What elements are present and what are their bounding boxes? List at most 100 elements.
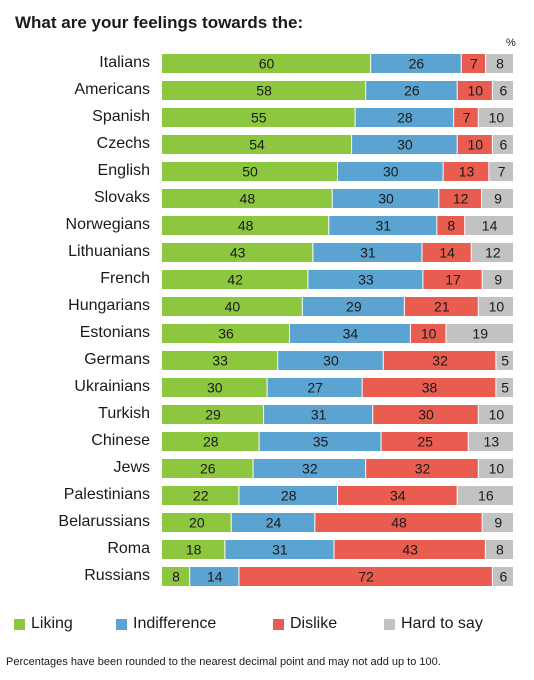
data-label: 19 [472,326,488,342]
data-label: 48 [238,218,254,234]
bar-segment-dislike [334,540,485,559]
bar-segment-dislike [239,567,492,586]
data-label: 33 [212,353,228,369]
data-label: 58 [256,83,272,99]
category-label: French [100,270,150,287]
bar-segment-indifference [267,378,362,397]
data-label: 26 [404,83,420,99]
category-label: Ukrainians [74,378,150,395]
data-label: 14 [207,569,223,585]
data-label: 27 [307,380,323,396]
data-label: 13 [484,434,500,450]
bar-segment-indifference [302,297,404,316]
data-label: 5 [501,353,509,369]
legend-label-indifference: Indifference [133,615,217,632]
bar-segment-dislike [457,135,492,154]
bar-segment-hard-to-say [465,216,513,235]
data-label: 25 [417,434,433,450]
data-label: 28 [281,488,297,504]
category-label: Spanish [92,108,150,125]
data-label: 18 [186,542,202,558]
bar-segment-dislike [457,81,492,100]
legend-swatch-liking [14,618,25,630]
category-label: Norwegians [65,216,150,233]
bar-segment-indifference [290,324,410,343]
bar-segment-dislike [461,54,486,73]
bar-segment-liking [162,81,366,100]
bar-segment-hard-to-say [482,270,513,289]
data-label: 28 [203,434,219,450]
data-label: 9 [494,515,502,531]
data-label: 34 [343,326,359,342]
data-label: 43 [230,245,246,261]
data-label: 32 [415,461,431,477]
bar-segment-dislike [383,351,496,370]
bar-segment-indifference [278,351,383,370]
bar-segment-indifference [338,162,443,181]
bar-segment-liking [162,270,308,289]
data-label: 13 [459,164,475,180]
bar-segment-liking [162,405,264,424]
data-label: 31 [360,245,376,261]
data-label: 9 [494,272,502,288]
category-label: Belarussians [58,513,150,530]
data-label: 8 [172,569,180,585]
bar-segment-dislike [454,108,478,127]
bar-segment-indifference [366,81,457,100]
bar-segment-liking [162,216,329,235]
bar-segment-liking [162,567,190,586]
category-label: Lithuanians [68,243,150,260]
category-label: Roma [107,540,150,557]
bar-segment-indifference [308,270,423,289]
data-label: 60 [259,56,275,72]
data-label: 8 [496,56,504,72]
data-label: 30 [383,164,399,180]
data-label: 26 [409,56,425,72]
data-label: 32 [302,461,318,477]
bar-segment-hard-to-say [492,81,513,100]
bar-segment-indifference [264,405,373,424]
bar-segment-dislike [437,216,465,235]
bar-segment-hard-to-say [471,243,513,262]
data-label: 42 [227,272,243,288]
category-label: Turkish [98,405,150,422]
bar-segment-indifference [371,54,461,73]
category-label: Russians [84,567,150,584]
legend-item-liking: Liking [14,615,73,633]
data-label: 31 [376,218,392,234]
data-label: 48 [240,191,256,207]
data-label: 5 [501,380,509,396]
data-label: 7 [470,56,478,72]
bar-segment-liking [162,189,332,208]
bar-segment-liking [162,378,267,397]
data-label: 28 [397,110,413,126]
data-label: 30 [397,137,413,153]
data-label: 16 [478,488,494,504]
bar-segment-dislike [315,513,482,532]
data-label: 10 [489,407,505,423]
data-label: 43 [402,542,418,558]
bar-segment-hard-to-say [457,486,513,505]
bar-segment-indifference [352,135,457,154]
data-label: 10 [467,83,483,99]
category-label: Palestinians [63,486,150,503]
data-label: 32 [432,353,448,369]
bar-segment-indifference [239,486,337,505]
legend-label-hard-to-say: Hard to say [401,615,483,632]
bar-segment-indifference [259,432,381,451]
category-label: Italians [99,54,150,71]
bar-segment-liking [162,486,239,505]
legend-swatch-hard-to-say [384,618,395,630]
bar-segment-liking [162,135,352,154]
bar-segment-liking [162,459,253,478]
data-label: 54 [249,137,265,153]
category-label: Estonians [79,324,150,341]
category-label: Chinese [91,432,150,449]
bar-segment-indifference [355,108,454,127]
bar-segment-dislike [373,405,478,424]
data-label: 29 [205,407,221,423]
bar-segment-indifference [225,540,334,559]
bar-segment-liking [162,54,371,73]
bar-segment-hard-to-say [496,351,513,370]
footnote: Percentages have been rounded to the nea… [6,656,441,668]
